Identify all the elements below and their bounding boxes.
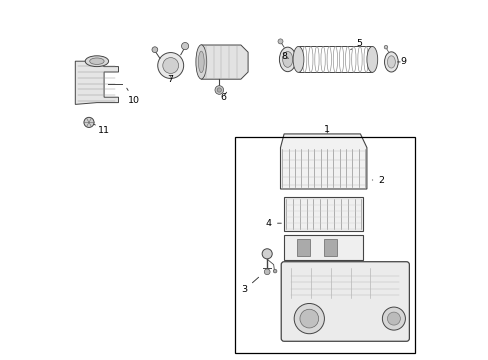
Text: 2: 2 [371, 176, 384, 185]
Polygon shape [75, 61, 118, 104]
Ellipse shape [282, 51, 292, 67]
Circle shape [299, 309, 318, 328]
Circle shape [382, 307, 405, 330]
Circle shape [152, 47, 158, 53]
Circle shape [294, 303, 324, 334]
Text: 1: 1 [324, 125, 329, 134]
Bar [235, 137, 415, 353]
Polygon shape [201, 45, 247, 79]
Ellipse shape [85, 56, 108, 67]
Ellipse shape [198, 51, 204, 73]
Ellipse shape [158, 53, 183, 78]
Text: 11: 11 [94, 124, 110, 135]
Ellipse shape [196, 45, 206, 79]
Circle shape [277, 39, 283, 44]
Text: 9: 9 [397, 58, 405, 67]
Circle shape [215, 86, 223, 94]
Circle shape [386, 312, 400, 325]
Ellipse shape [366, 46, 377, 72]
Ellipse shape [292, 46, 303, 72]
Circle shape [181, 42, 188, 50]
FancyBboxPatch shape [281, 262, 408, 341]
Bar [297, 239, 310, 256]
Ellipse shape [89, 58, 104, 64]
Text: 6: 6 [220, 92, 226, 102]
Bar [284, 235, 363, 260]
Bar [324, 239, 337, 256]
Ellipse shape [163, 58, 178, 73]
Text: 7: 7 [166, 76, 173, 85]
Ellipse shape [279, 47, 295, 72]
Circle shape [217, 88, 221, 92]
Text: 3: 3 [241, 277, 258, 294]
Ellipse shape [386, 56, 394, 68]
Circle shape [262, 249, 272, 259]
Text: 4: 4 [265, 219, 281, 228]
Circle shape [273, 269, 276, 273]
Circle shape [84, 117, 94, 127]
Text: 5: 5 [350, 39, 362, 50]
Text: 8: 8 [281, 53, 288, 62]
Polygon shape [280, 134, 366, 189]
Circle shape [384, 45, 387, 49]
Text: 10: 10 [126, 88, 140, 105]
Bar [284, 197, 363, 231]
Ellipse shape [384, 52, 397, 72]
Circle shape [264, 269, 269, 275]
